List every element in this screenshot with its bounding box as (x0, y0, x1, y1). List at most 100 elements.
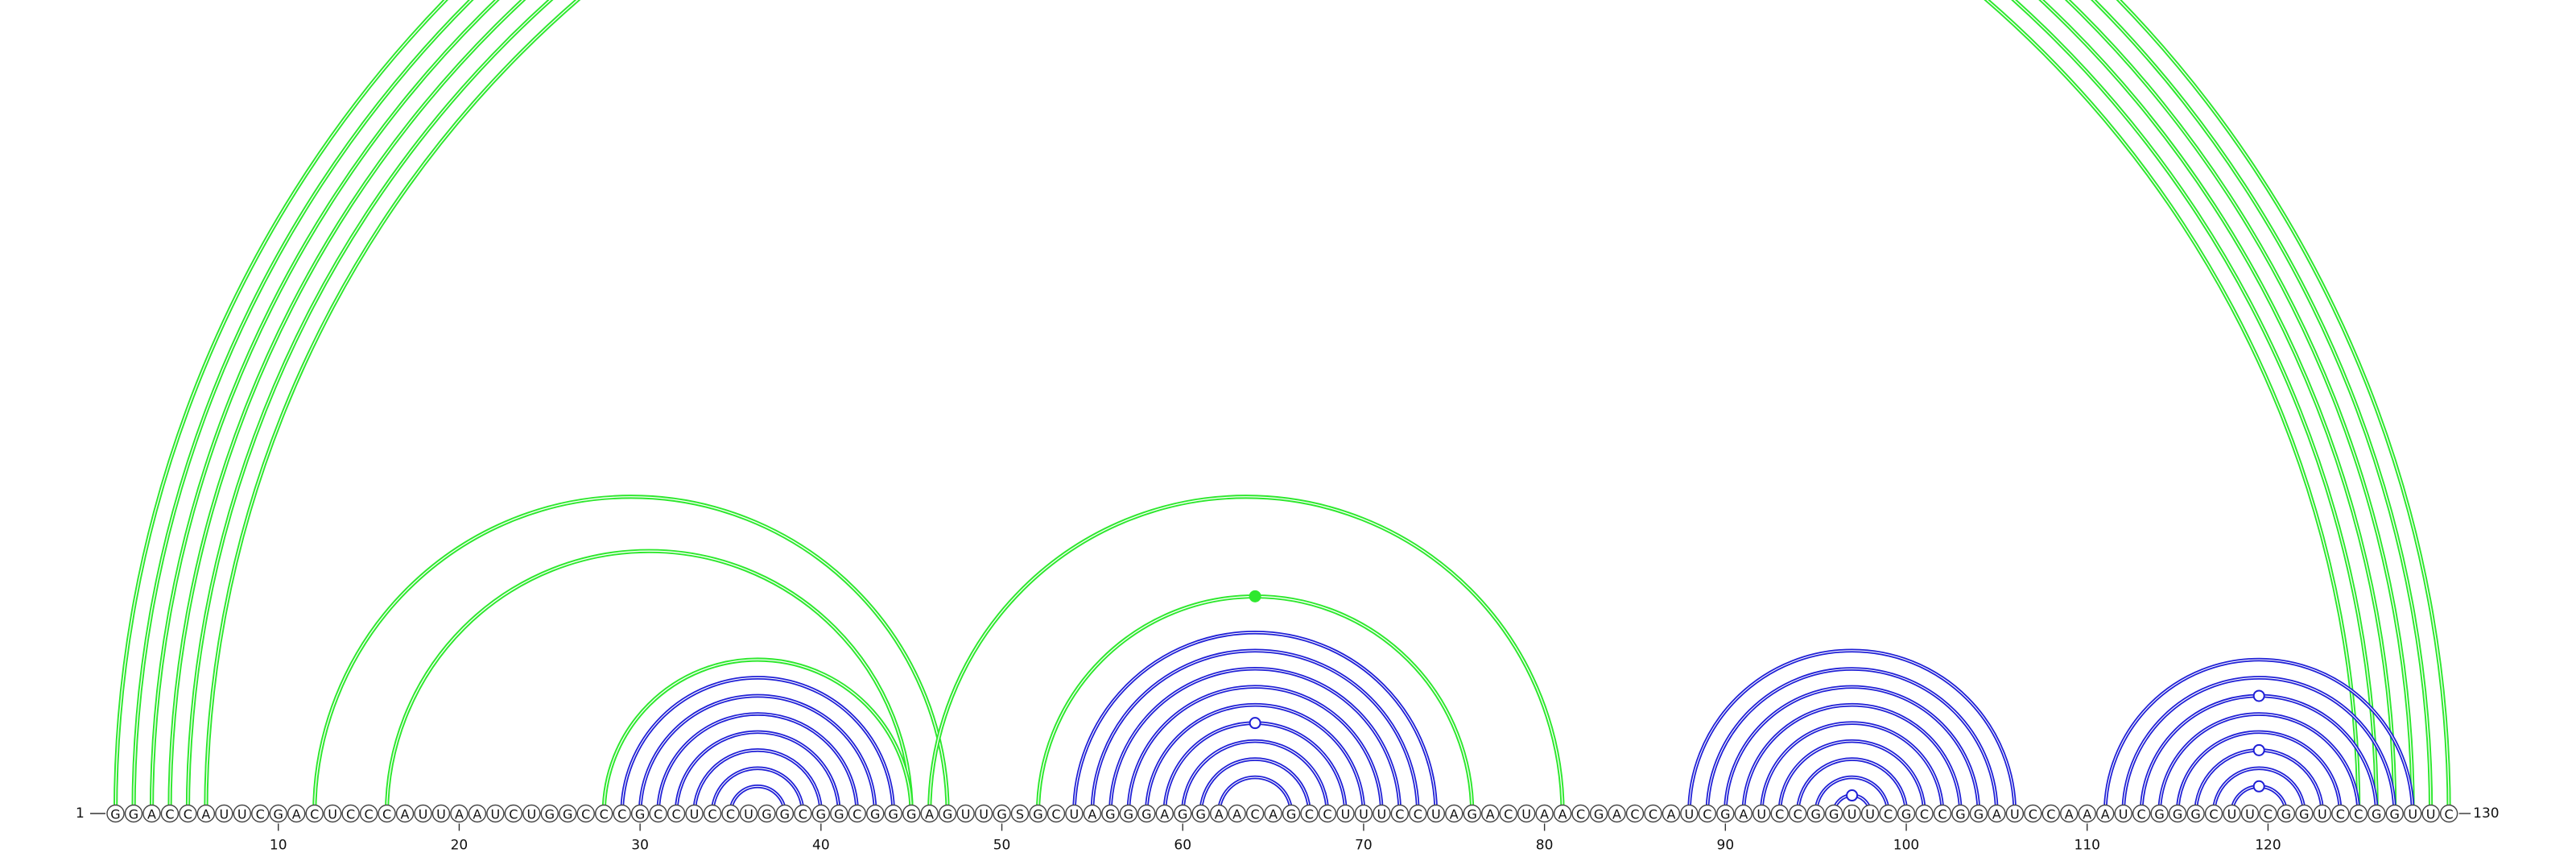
nucleotide-10-circle (269, 804, 287, 823)
nucleotide-126-circle (2368, 804, 2386, 823)
nucleotide-76-letter: G (1468, 807, 1477, 822)
nucleotide-70-letter: U (1359, 807, 1368, 822)
nucleotide-19-circle (431, 804, 451, 823)
nucleotide-69-letter: U (1341, 807, 1351, 822)
nucleotide-17-letter: A (401, 807, 410, 822)
nucleotide-37-circle (758, 804, 776, 823)
nucleotide-104-circle (1969, 804, 1988, 823)
nucleotide-6-letter: A (201, 807, 210, 822)
nucleotide-21-circle (468, 804, 487, 823)
arc-apex-marker-4 (1846, 789, 1859, 802)
nucleotide-106-letter: U (2010, 807, 2020, 822)
secondary-arc-core-111-128 (2104, 659, 2413, 814)
nucleotide-71-letter: U (1377, 807, 1387, 822)
nucleotide-15-circle (359, 804, 378, 823)
nucleotide-72-letter: C (1395, 807, 1404, 822)
nucleotide-123-circle (2313, 804, 2332, 823)
nucleotide-81-circle (1553, 804, 1572, 823)
nucleotide-55-letter: A (1088, 807, 1096, 822)
nucleotide-100-letter: G (1901, 807, 1911, 822)
nucleotide-79-circle (1517, 804, 1536, 823)
tick-label-70: 70 (1355, 838, 1373, 854)
tick-label-10: 10 (270, 838, 287, 854)
nucleotide-49-circle (974, 804, 993, 823)
nucleotide-117-circle (2204, 804, 2223, 823)
nucleotide-47-circle (938, 804, 957, 823)
nucleotide-36-letter: U (744, 807, 753, 822)
nucleotide-28-letter: C (600, 807, 609, 822)
nucleotide-44-letter: G (889, 807, 898, 822)
sequence-start-label: 1 (76, 805, 85, 822)
nucleotide-94-letter: C (1794, 807, 1802, 822)
nucleotide-45-letter: G (906, 807, 916, 822)
nucleotide-77-circle (1481, 804, 1500, 823)
nucleotide-70-circle (1354, 804, 1373, 823)
nucleotide-27-letter: C (581, 807, 590, 822)
nucleotide-98-letter: U (1865, 807, 1875, 822)
nucleotide-107-circle (2024, 804, 2042, 823)
nucleotide-3-letter: A (147, 807, 156, 822)
nucleotide-56-circle (1101, 804, 1120, 823)
nucleotide-82-letter: C (1576, 807, 1585, 822)
nucleotide-52-circle (1029, 804, 1047, 823)
nucleotide-86-circle (1644, 804, 1662, 823)
nucleotide-38-circle (775, 804, 795, 823)
nucleotide-46-letter: A (925, 807, 934, 822)
nucleotide-89-letter: C (1703, 807, 1711, 822)
nucleotide-88-circle (1680, 804, 1699, 823)
nucleotide-42-letter: C (852, 807, 861, 822)
nucleotide-80-circle (1535, 804, 1554, 823)
nucleotide-39-circle (794, 804, 812, 823)
arc-apex-marker-7 (2252, 780, 2265, 793)
nucleotide-60-letter: G (1178, 807, 1187, 822)
nucleotide-38-letter: G (780, 807, 790, 822)
tick-label-120: 120 (2255, 838, 2281, 854)
nucleotide-110-circle (2078, 804, 2096, 823)
nucleotide-122-circle (2295, 804, 2314, 823)
secondary-arc-core-60-68 (1182, 740, 1328, 814)
nucleotide-85-letter: C (1630, 807, 1639, 822)
nucleotide-68-letter: C (1323, 807, 1331, 822)
nucleotide-107-letter: C (2029, 807, 2037, 822)
nucleotide-102-letter: C (1938, 807, 1946, 822)
nucleotide-67-letter: C (1305, 807, 1314, 822)
nucleotide-101-circle (1915, 804, 1934, 823)
secondary-arc-core-57-71 (1128, 686, 1382, 814)
secondary-arc-core-32-41 (675, 731, 840, 814)
nucleotide-32-letter: C (671, 807, 680, 822)
nucleotide-91-letter: A (1739, 807, 1748, 822)
nucleotide-17-circle (395, 804, 415, 823)
tick-label-100: 100 (1893, 838, 1919, 854)
nucleotide-125-circle (2349, 804, 2368, 823)
nucleotide-8-circle (233, 804, 251, 823)
nucleotide-39-letter: C (799, 807, 807, 822)
nucleotide-57-circle (1119, 804, 1138, 823)
nucleotide-61-letter: G (1195, 807, 1205, 822)
tertiary-arc-core-6-125 (205, 0, 2359, 814)
nucleotide-28-circle (594, 804, 613, 823)
nucleotide-92-circle (1752, 804, 1771, 823)
nucleotide-128-letter: U (2408, 807, 2417, 822)
tertiary-arc-core-46-81 (929, 496, 1563, 814)
tick-label-30: 30 (631, 838, 649, 854)
secondary-arc-core-117-122 (2213, 768, 2305, 814)
nucleotide-97-circle (1843, 804, 1861, 823)
tick-axis: 10 20 30 40 50 60 70 80 90 100 110 120 (90, 813, 2471, 854)
nucleotide-120-letter: C (2264, 807, 2273, 822)
nucleotide-16-circle (378, 804, 396, 823)
secondary-arc-core-89-105 (1707, 668, 1997, 814)
nucleotide-89-circle (1698, 804, 1717, 823)
nucleotide-130-circle (2439, 804, 2458, 823)
nucleotide-50-letter: G (997, 807, 1006, 822)
nucleotide-94-circle (1789, 804, 1807, 823)
nucleotide-122-letter: G (2299, 807, 2309, 822)
nucleotide-109-circle (2060, 804, 2079, 823)
nucleotide-61-circle (1191, 804, 1210, 823)
nucleotide-59-letter: A (1160, 807, 1169, 822)
nucleotide-114-circle (2150, 804, 2169, 823)
nucleotide-8-letter: U (237, 807, 247, 822)
nucleotide-96-letter: G (1829, 807, 1839, 822)
nucleotide-41-circle (830, 804, 848, 823)
